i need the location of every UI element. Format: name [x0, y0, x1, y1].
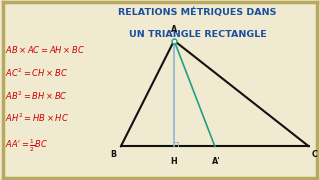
Text: UN TRIANGLE RECTANGLE: UN TRIANGLE RECTANGLE: [129, 30, 267, 39]
Text: $AB \times AC = AH \times BC$: $AB \times AC = AH \times BC$: [5, 44, 85, 55]
Text: RELATIONS MÉTRIQUES DANS: RELATIONS MÉTRIQUES DANS: [118, 7, 277, 17]
Text: $AB^2 = BH \times BC$: $AB^2 = BH \times BC$: [5, 90, 68, 102]
Text: A': A': [212, 157, 221, 166]
Text: $AH^2 = HB \times HC$: $AH^2 = HB \times HC$: [5, 112, 68, 124]
Text: B: B: [110, 150, 116, 159]
Text: C: C: [312, 150, 318, 159]
Text: A: A: [171, 24, 177, 33]
Text: $AC^2 = CH \times BC$: $AC^2 = CH \times BC$: [5, 67, 68, 79]
Text: H: H: [171, 157, 178, 166]
Text: $AA' = \frac{1}{2}BC$: $AA' = \frac{1}{2}BC$: [5, 137, 48, 154]
